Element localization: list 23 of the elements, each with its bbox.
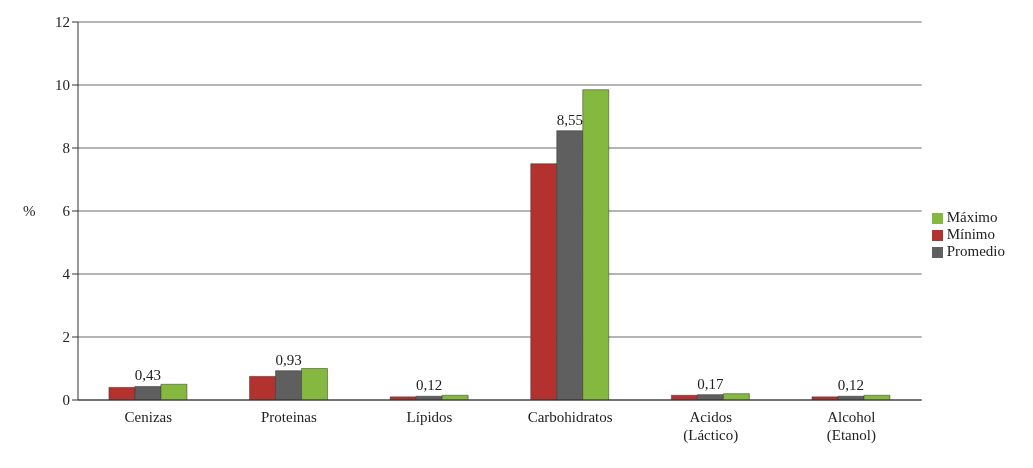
x-tick-label: Cenizas: [124, 409, 173, 425]
x-tick-label: Proteinas: [261, 409, 317, 425]
x-tick-label: Carbohidratos: [527, 409, 613, 425]
data-label: 8,55: [556, 111, 583, 128]
y-tick-label: 0: [62, 392, 70, 409]
legend-label: Máximo: [946, 208, 998, 225]
data-label: 0,43: [134, 367, 162, 384]
data-label: 0,12: [416, 377, 443, 394]
x-tick-label: Acidos (Láctico): [683, 409, 739, 444]
y-tick-label: 4: [62, 266, 71, 283]
legend-label: Mínimo: [946, 225, 995, 242]
y-tick-label: 10: [55, 77, 70, 94]
legend-label: Promedio: [946, 242, 1005, 259]
y-tick-label: 8: [62, 140, 70, 157]
y-tick-label: 6: [62, 203, 71, 220]
y-tick-label: 12: [55, 14, 70, 31]
data-label: 0,93: [275, 351, 302, 368]
data-label: 0,17: [697, 375, 724, 392]
y-axis-title: %: [23, 203, 36, 220]
data-label: 0,12: [837, 377, 865, 394]
y-tick-label: 2: [62, 329, 70, 346]
x-tick-label: Alcohol (Etanol): [826, 409, 876, 444]
x-tick-label: Lípidos: [406, 409, 453, 425]
